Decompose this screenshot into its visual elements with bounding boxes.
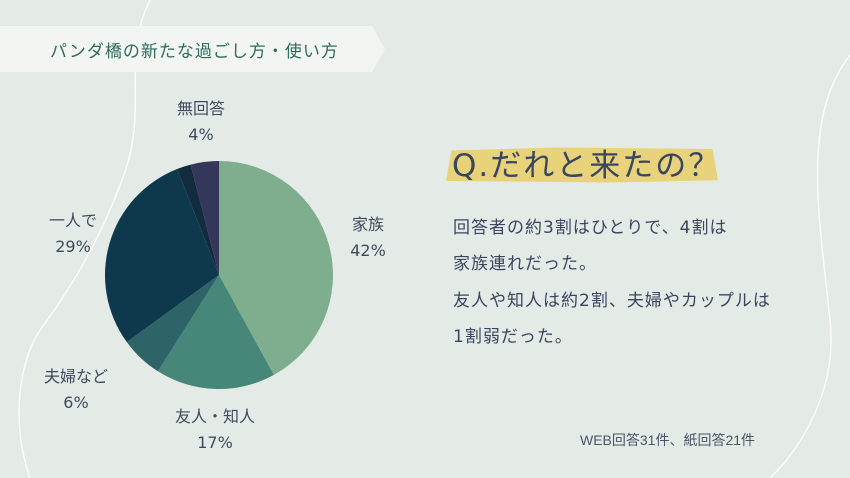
source-note: WEB回答31件、紙回答21件 xyxy=(580,432,756,448)
answer-line-2: 家族連れだった。 xyxy=(453,254,597,274)
answer-line-3: 友人や知人は約2割、夫婦やカップルは xyxy=(453,291,771,311)
pie-label-family: 家族 42% xyxy=(340,212,396,264)
pie-label-couple-name: 夫婦など xyxy=(43,367,108,386)
pie-label-alone-name: 一人で xyxy=(48,211,97,230)
pie-label-friends-value: 17% xyxy=(197,433,233,452)
section-tag xyxy=(0,26,385,72)
pie-slice-1 xyxy=(157,275,274,389)
pie-label-alone: 一人で 29% xyxy=(38,208,108,260)
answer-line-1: 回答者の約3割はひとりで、4割は xyxy=(453,218,728,238)
pie-slice-3 xyxy=(105,169,219,343)
pie-label-no-answer-value: 4% xyxy=(188,125,214,144)
pie-label-couple: 夫婦など 6% xyxy=(30,364,122,416)
pie-slice-2 xyxy=(126,275,219,372)
pie-label-no-answer-name: 無回答 xyxy=(176,99,225,118)
section-tag-text: パンダ橋の新たな過ごし方・使い方 xyxy=(50,42,339,62)
answer-line-4: 1割弱だった。 xyxy=(453,327,573,347)
pie-slice-4 xyxy=(177,164,219,275)
pie-label-friends: 友人・知人 17% xyxy=(160,404,270,456)
question-title: Q.だれと来たの？ xyxy=(452,148,722,184)
pie-slice-0 xyxy=(219,161,333,375)
pie-label-friends-name: 友人・知人 xyxy=(174,407,255,426)
pie-label-alone-value: 29% xyxy=(55,237,91,256)
pie-label-no-answer: 無回答 4% xyxy=(164,96,238,148)
pie-slice-5 xyxy=(190,161,219,275)
pie-label-family-name: 家族 xyxy=(351,215,384,234)
pie-label-couple-value: 6% xyxy=(63,393,89,412)
pie-label-family-value: 42% xyxy=(350,241,386,260)
title-highlight xyxy=(446,147,718,183)
